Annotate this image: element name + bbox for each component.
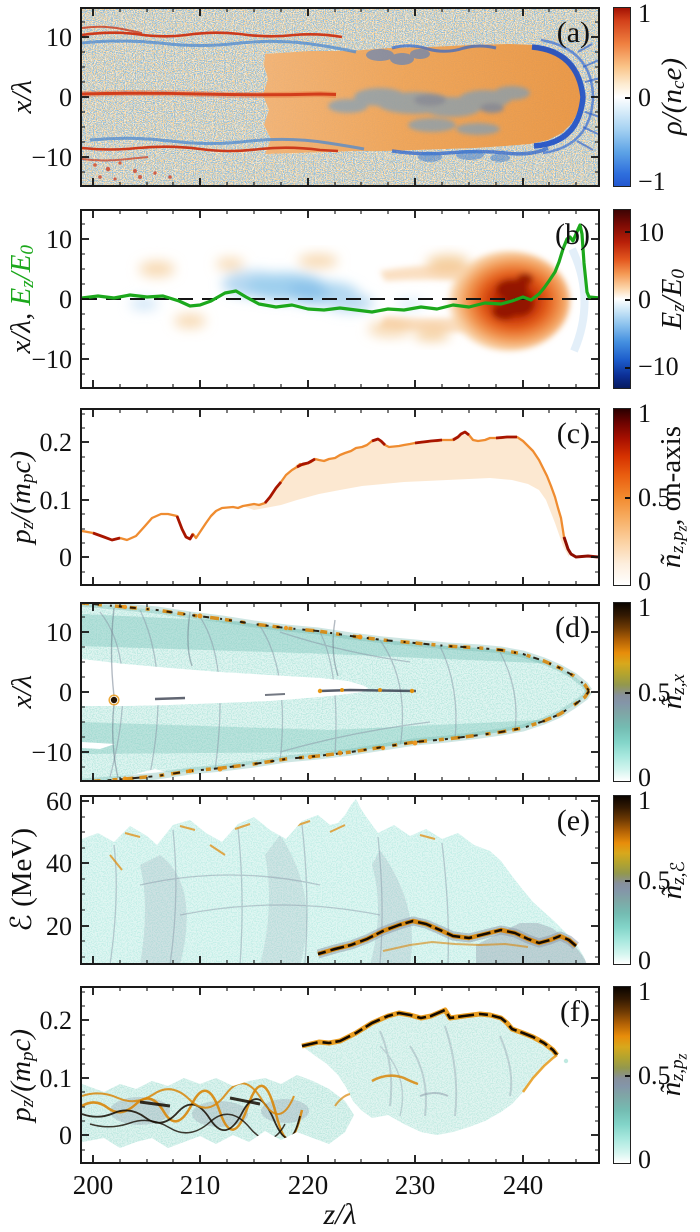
y-tick-label: 0.2 bbox=[39, 428, 73, 457]
x-tick-label: 210 bbox=[179, 1170, 221, 1200]
y-tick-label: 0 bbox=[59, 83, 72, 112]
panel-f-label: (f) bbox=[560, 995, 590, 1028]
panel-b-label: (b) bbox=[555, 218, 590, 251]
cb-tick-label: 0.5 bbox=[638, 678, 671, 707]
y-tick-label: 0.1 bbox=[39, 486, 73, 515]
y-tick-label: 0 bbox=[59, 1121, 72, 1150]
panel-e-label: (e) bbox=[556, 804, 590, 837]
y-tick-label: 10 bbox=[46, 23, 72, 52]
x-tick-label: 230 bbox=[394, 1170, 436, 1200]
panel-c-heatmap bbox=[80, 408, 600, 586]
y-tick-label: 0.2 bbox=[39, 1006, 73, 1035]
colorbar-e bbox=[613, 795, 631, 965]
cb-tick-label: 0 bbox=[638, 83, 651, 112]
panel-c-artwork bbox=[80, 408, 600, 586]
x-tick-label: 200 bbox=[72, 1170, 114, 1200]
y-tick-label: 10 bbox=[46, 618, 72, 647]
y-tick-label: 40 bbox=[46, 849, 72, 878]
panel-b-artwork bbox=[80, 209, 600, 389]
y-axis-label-b: x/λ, Ez/E0 bbox=[5, 244, 38, 354]
cb-tick-label: 1 bbox=[638, 0, 651, 28]
x-tick-label: 240 bbox=[502, 1170, 544, 1200]
y-tick-label: 10 bbox=[46, 225, 72, 254]
cb-axis-label-f: ñz,pz bbox=[654, 1053, 691, 1097]
y-axis-label-e: ℰ (MeV) bbox=[6, 828, 38, 932]
x-tick-label: 220 bbox=[287, 1170, 329, 1200]
y-tick-label: 0 bbox=[59, 543, 72, 572]
panel-f-heatmap bbox=[80, 986, 600, 1164]
ez-on-axis-line bbox=[81, 223, 600, 314]
y-axis-label-c: pz/(mpc) bbox=[5, 450, 38, 544]
cb-tick-label: 0 bbox=[638, 946, 651, 975]
colorbar-c bbox=[613, 408, 631, 586]
y-axis-label-a: x/λ bbox=[5, 80, 38, 114]
cb-tick-label: 0.5 bbox=[638, 1061, 671, 1090]
x-axis-label: z/λ bbox=[323, 1198, 357, 1231]
panel-d-label: (d) bbox=[555, 611, 590, 644]
panel-a-artwork bbox=[80, 7, 600, 187]
y-tick-label: −10 bbox=[31, 738, 72, 767]
panel-f-artwork bbox=[80, 986, 600, 1164]
panel-e-artwork bbox=[80, 795, 600, 965]
y-tick-label: 60 bbox=[46, 787, 72, 816]
panel-a-heatmap bbox=[80, 7, 600, 187]
colorbar-f bbox=[613, 986, 631, 1164]
cb-tick-label: 0 bbox=[638, 285, 651, 314]
cb-axis-label-c: ñz,pz, on-axis bbox=[654, 425, 691, 569]
colorbar-a bbox=[613, 7, 631, 187]
cb-tick-label: 10 bbox=[638, 218, 664, 247]
cb-tick-label: 1 bbox=[638, 593, 651, 622]
y-tick-label: −10 bbox=[31, 143, 72, 172]
cb-tick-label: −10 bbox=[638, 352, 679, 381]
cb-tick-label: 0 bbox=[638, 1145, 651, 1174]
cb-tick-label: 1 bbox=[638, 786, 651, 815]
panel-e-heatmap bbox=[80, 795, 600, 965]
cb-tick-label: 0 bbox=[638, 763, 651, 792]
cb-tick-label: 0 bbox=[638, 567, 651, 596]
cb-tick-label: 1 bbox=[638, 399, 651, 428]
colorbar-b bbox=[613, 209, 631, 389]
y-tick-label: 20 bbox=[46, 912, 72, 941]
cb-tick-label: 1 bbox=[638, 977, 651, 1006]
y-tick-label: 0 bbox=[59, 678, 72, 707]
y-axis-label-d: x/λ bbox=[5, 675, 38, 709]
panel-d-heatmap bbox=[80, 602, 600, 782]
y-tick-label: 0.1 bbox=[39, 1064, 73, 1093]
cb-axis-label-a: ρ/(nce) bbox=[656, 58, 689, 136]
colorbar-d bbox=[613, 602, 631, 782]
y-axis-label-f: pz/(mpc) bbox=[5, 1028, 38, 1122]
cb-tick-label: −1 bbox=[638, 167, 666, 196]
y-tick-label: 0 bbox=[59, 285, 72, 314]
cb-tick-label: 0.5 bbox=[638, 483, 671, 512]
cb-axis-label-d: ñz,x bbox=[656, 674, 689, 710]
y-tick-label: −10 bbox=[31, 345, 72, 374]
panel-d-artwork bbox=[80, 602, 600, 782]
cb-tick-label: 0.5 bbox=[638, 866, 671, 895]
panel-c-label: (c) bbox=[556, 417, 590, 450]
panel-a-label: (a) bbox=[556, 16, 590, 49]
cb-axis-label-e: ñz,ℰ bbox=[656, 860, 689, 900]
panel-b-heatmap bbox=[80, 209, 600, 389]
cb-axis-label-b: Ez/E0 bbox=[656, 268, 689, 330]
